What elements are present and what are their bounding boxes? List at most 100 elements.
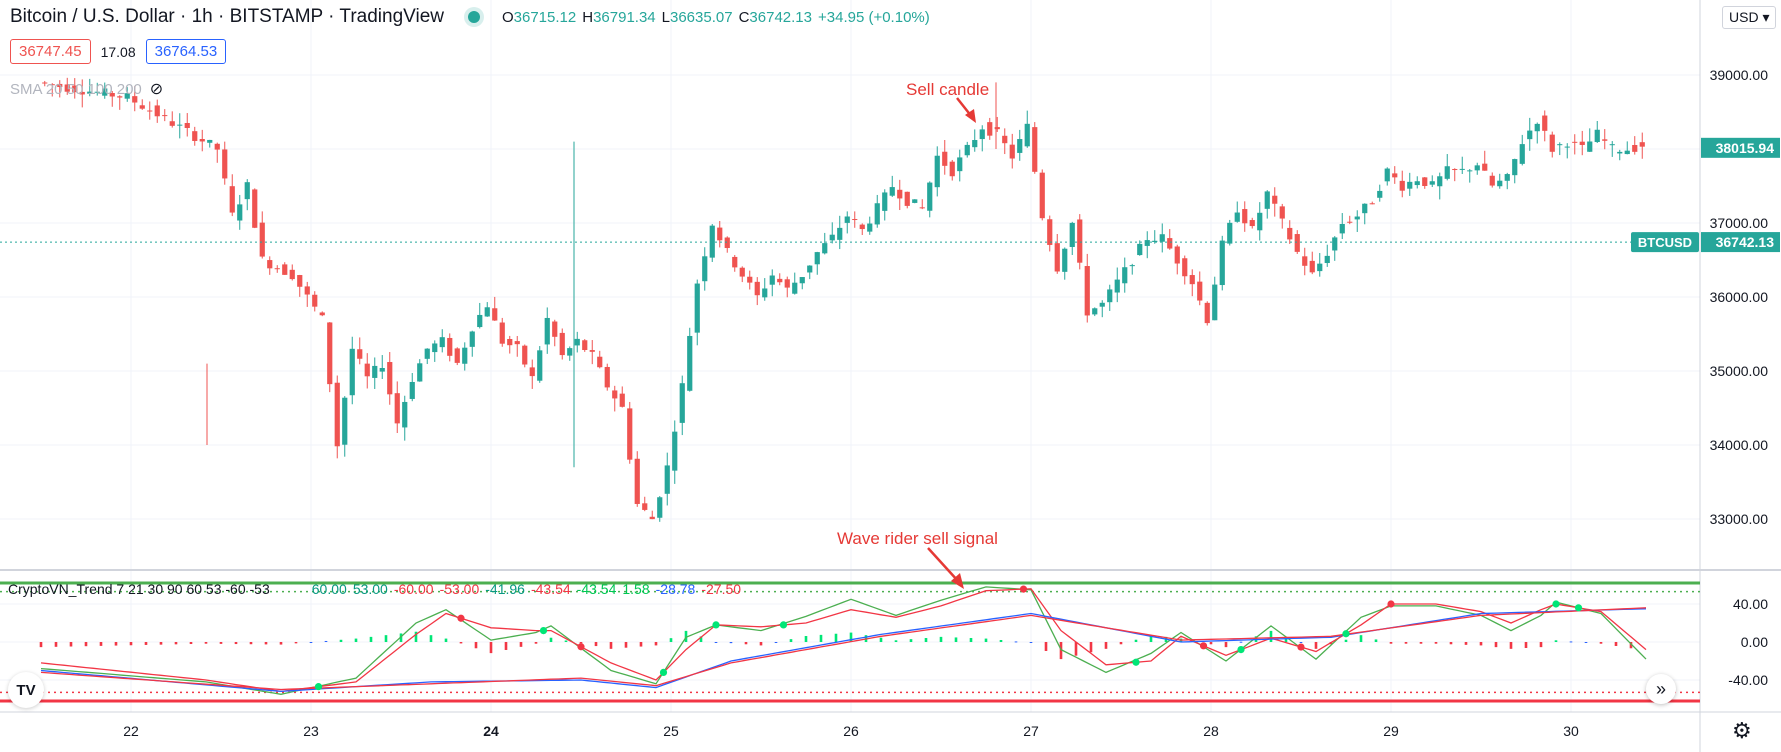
candle-body[interactable] (304, 286, 310, 295)
candle-body[interactable] (837, 227, 843, 240)
candle-body[interactable] (994, 127, 1000, 130)
candle-body[interactable] (124, 93, 130, 99)
candle-body[interactable] (1632, 144, 1638, 152)
buy-price-button[interactable]: 36764.53 (145, 39, 227, 64)
candle-body[interactable] (882, 192, 888, 211)
candle-body[interactable] (1174, 246, 1180, 264)
eye-off-icon[interactable]: ⊘ (149, 81, 164, 98)
candle-body[interactable] (1557, 144, 1563, 146)
candle-body[interactable] (244, 182, 250, 200)
candle-body[interactable] (979, 129, 985, 140)
candle-body[interactable] (897, 189, 903, 199)
candle-body[interactable] (1264, 191, 1270, 209)
candle-body[interactable] (1129, 265, 1135, 267)
candle-body[interactable] (1152, 240, 1158, 242)
candle-body[interactable] (1602, 139, 1608, 141)
candle-body[interactable] (1534, 123, 1540, 132)
candle-body[interactable] (169, 121, 175, 126)
candle-body[interactable] (1197, 281, 1203, 301)
candle-body[interactable] (229, 186, 235, 213)
candle-body[interactable] (267, 260, 273, 269)
candle-body[interactable] (724, 237, 730, 249)
candle-body[interactable] (469, 331, 475, 347)
candle-body[interactable] (199, 139, 205, 142)
candle-body[interactable] (642, 503, 648, 510)
candle-body[interactable] (1062, 248, 1068, 272)
candle-body[interactable] (1122, 267, 1128, 284)
candle-body[interactable] (942, 151, 948, 166)
candle-body[interactable] (627, 408, 633, 460)
candle-body[interactable] (1099, 302, 1105, 307)
candle-body[interactable] (747, 276, 753, 283)
candle-body[interactable] (664, 465, 670, 494)
candle-body[interactable] (762, 288, 768, 298)
candle-body[interactable] (1399, 180, 1405, 191)
candle-body[interactable] (867, 223, 873, 232)
sma-legend[interactable]: SMA 20 50 100 200 ⊘ (10, 79, 163, 99)
candle-body[interactable] (1107, 289, 1113, 303)
candle-body[interactable] (1527, 130, 1533, 140)
candle-body[interactable] (1332, 237, 1338, 251)
candle-body[interactable] (477, 314, 483, 328)
candle-body[interactable] (739, 267, 745, 277)
candle-body[interactable] (1624, 150, 1630, 155)
candle-body[interactable] (1392, 173, 1398, 178)
candle-body[interactable] (184, 122, 190, 128)
candle-body[interactable] (79, 91, 85, 95)
candle-body[interactable] (544, 317, 550, 345)
candle-body[interactable] (1189, 275, 1195, 285)
candle-body[interactable] (1182, 258, 1188, 277)
candle-body[interactable] (582, 340, 588, 350)
candle-body[interactable] (1489, 175, 1495, 186)
candle-body[interactable] (259, 222, 265, 257)
candle-body[interactable] (1212, 284, 1218, 321)
scroll-to-realtime-button[interactable]: » (1646, 674, 1676, 704)
candle-body[interactable] (1422, 177, 1428, 187)
candle-body[interactable] (342, 397, 348, 445)
candle-body[interactable] (927, 182, 933, 211)
candle-body[interactable] (1369, 203, 1375, 205)
candle-body[interactable] (319, 312, 325, 316)
symbol-header[interactable]: Bitcoin / U.S. Dollar · 1h · BITSTAMP · … (10, 6, 930, 28)
candle-body[interactable] (597, 356, 603, 368)
candle-body[interactable] (1542, 115, 1548, 131)
candle-body[interactable] (702, 256, 708, 282)
candle-body[interactable] (1144, 240, 1150, 246)
candle-body[interactable] (717, 227, 723, 241)
candle-body[interactable] (1459, 168, 1465, 170)
candle-body[interactable] (1159, 234, 1165, 242)
candle-body[interactable] (484, 307, 490, 317)
candle-body[interactable] (1549, 134, 1555, 152)
candle-body[interactable] (177, 124, 183, 126)
candle-body[interactable] (492, 308, 498, 321)
candle-body[interactable] (1279, 206, 1285, 219)
candle-body[interactable] (709, 225, 715, 258)
candle-body[interactable] (439, 337, 445, 348)
candle-body[interactable] (694, 283, 700, 333)
candle-body[interactable] (1032, 127, 1038, 172)
candle-body[interactable] (919, 207, 925, 209)
currency-select[interactable]: USD ▾ (1722, 6, 1777, 29)
candle-body[interactable] (1594, 129, 1600, 143)
candle-body[interactable] (912, 199, 918, 203)
candle-body[interactable] (687, 335, 693, 391)
candle-body[interactable] (1069, 222, 1075, 247)
candle-body[interactable] (1242, 209, 1248, 224)
candle-body[interactable] (799, 277, 805, 284)
candle-body[interactable] (1504, 174, 1510, 181)
candle-body[interactable] (499, 322, 505, 344)
candle-body[interactable] (1017, 139, 1023, 153)
candle-body[interactable] (252, 189, 258, 228)
candle-body[interactable] (379, 367, 385, 372)
candle-body[interactable] (1347, 221, 1353, 223)
candle-body[interactable] (1084, 266, 1090, 316)
candle-body[interactable] (1512, 159, 1518, 176)
candle-body[interactable] (784, 279, 790, 288)
candle-body[interactable] (1167, 238, 1173, 249)
candle-body[interactable] (297, 275, 303, 287)
gear-icon[interactable]: ⚙ (1732, 718, 1752, 743)
candle-body[interactable] (1617, 151, 1623, 154)
candle-body[interactable] (874, 203, 880, 225)
candle-body[interactable] (1572, 141, 1578, 143)
